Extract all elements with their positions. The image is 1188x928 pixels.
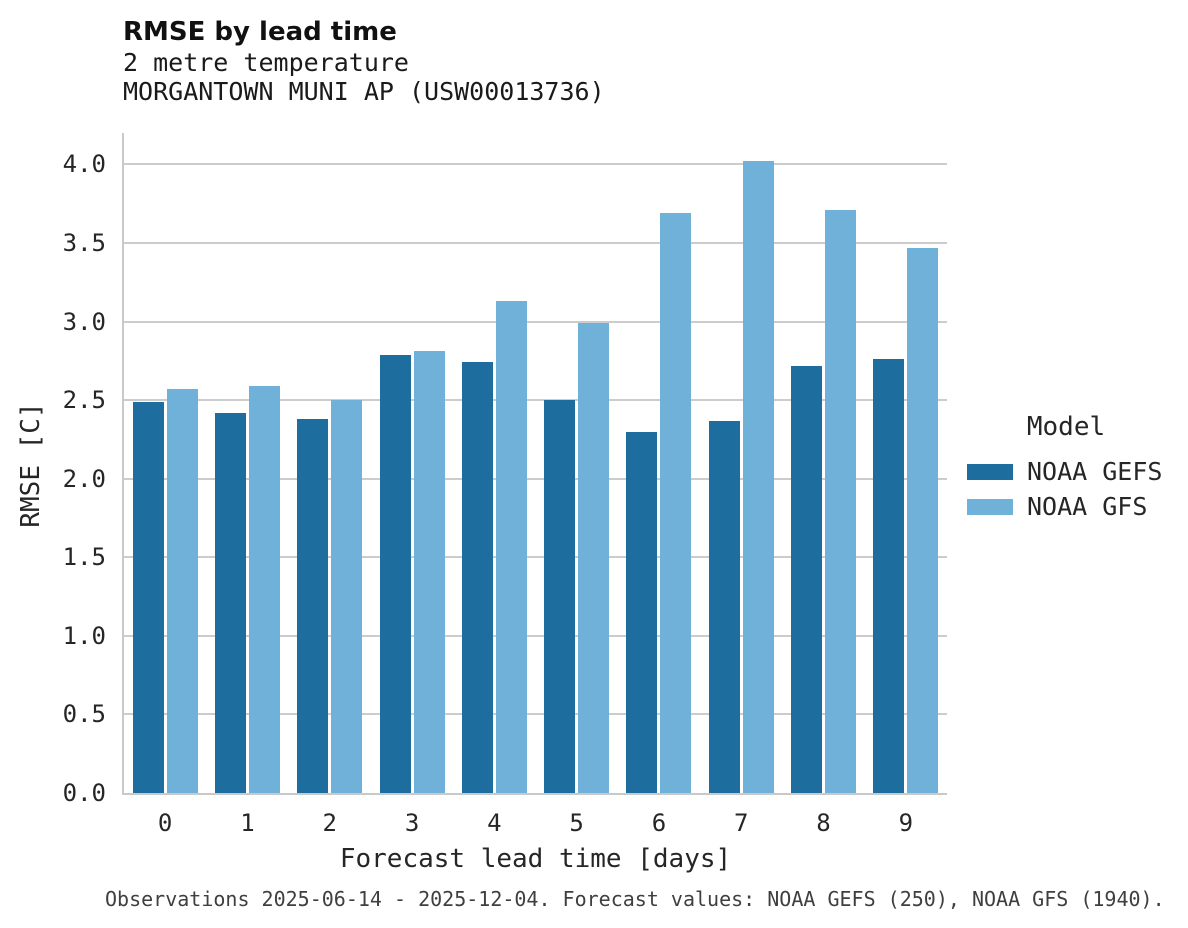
x-tick-label-8: 8 [816,809,831,837]
bar-noaa-gfs-day-2 [331,400,363,793]
bar-noaa-gefs-day-0 [132,401,164,793]
bar-group-day-0 [124,133,206,793]
y-tick-label-2.5: 2.5 [62,386,106,415]
gridline-y-2.0 [124,477,947,480]
gridline-y-4.0 [124,163,947,166]
bar-noaa-gefs-day-8 [791,365,823,793]
y-tick-label-1.0: 1.0 [62,621,106,650]
gridline-y-3.5 [124,242,947,244]
gridline-y-1.5 [124,556,947,559]
y-tick-label-2.0: 2.0 [62,464,106,493]
legend: Model NOAA GEFS NOAA GFS [960,412,1172,524]
x-tick-label-9: 9 [898,809,914,837]
legend-title: Model [1026,412,1106,442]
x-tick-label-5: 5 [569,809,584,837]
y-tick-label-0.0: 0.0 [62,779,106,807]
bar-group-day-7 [700,133,782,793]
bar-noaa-gefs-day-6 [626,431,658,793]
gridline-y-2.5 [124,399,947,402]
bar-group-day-8 [782,133,864,793]
bar-noaa-gefs-day-3 [379,354,411,793]
bar-noaa-gefs-day-2 [297,419,329,793]
chart-subtitle-variable: 2 metre temperature [123,48,409,77]
y-tick-label-4.0: 4.0 [62,150,106,179]
bar-noaa-gfs-day-5 [578,323,610,793]
x-tick-label-3: 3 [404,809,420,837]
gridline-y-3.0 [124,320,947,323]
x-tick-label-0: 0 [157,809,173,837]
gridline-y-1.0 [124,634,947,637]
x-tick-label-2: 2 [322,809,337,837]
bar-group-day-9 [865,133,947,793]
bar-noaa-gfs-day-8 [825,210,857,793]
bar-noaa-gefs-day-5 [544,400,576,793]
bar-group-day-3 [371,133,453,793]
bar-noaa-gfs-day-4 [495,301,527,793]
bar-noaa-gfs-day-1 [248,386,280,793]
legend-label-noaa-gfs: NOAA GFS [1027,492,1148,521]
bar-noaa-gfs-day-9 [907,247,939,793]
x-axis-spine [122,793,947,795]
bar-noaa-gefs-day-9 [873,359,905,793]
footer-caption: Observations 2025-06-14 - 2025-12-04. Fo… [105,887,1165,911]
x-tick-label-6: 6 [651,809,667,837]
bar-noaa-gfs-day-3 [413,351,445,793]
legend-item-noaa-gfs: NOAA GFS [960,489,1172,524]
bar-group-day-4 [453,133,535,793]
bar-noaa-gefs-day-4 [461,362,493,793]
bar-noaa-gefs-day-1 [214,412,246,793]
bar-noaa-gfs-day-7 [742,161,774,793]
x-axis-label: Forecast lead time [days] [339,844,732,874]
bar-noaa-gfs-day-6 [660,213,692,793]
bar-group-day-5 [535,133,617,793]
title-block: RMSE by lead time 2 metre temperature MO… [123,16,605,106]
y-tick-label-0.5: 0.5 [62,700,106,729]
x-tick-labels: 0 1 2 3 4 5 6 7 8 9 [124,808,947,838]
bar-noaa-gfs-day-0 [166,389,198,793]
x-tick-label-1: 1 [240,809,255,837]
legend-item-noaa-gefs: NOAA GEFS [960,454,1172,489]
gridline-y-0.5 [124,713,947,716]
y-tick-label-3.0: 3.0 [62,307,106,336]
bar-noaa-gefs-day-7 [708,420,740,793]
x-tick-label-7: 7 [734,809,749,837]
y-axis-spine [122,133,124,795]
bars-container [124,133,947,793]
bar-group-day-1 [206,133,288,793]
legend-swatch-noaa-gfs [967,498,1013,515]
legend-label-noaa-gefs: NOAA GEFS [1027,457,1163,486]
chart-subtitle-station: MORGANTOWN MUNI AP (USW00013736) [123,77,605,106]
y-tick-label-3.5: 3.5 [62,229,106,257]
plot-area [124,133,947,793]
legend-swatch-noaa-gefs [967,463,1013,480]
y-tick-labels: 0.0 0.5 1.0 1.5 2.0 2.5 3.0 3.5 4.0 [36,133,106,807]
bar-group-day-6 [618,133,700,793]
y-tick-label-1.5: 1.5 [62,543,106,572]
chart-title: RMSE by lead time [123,17,397,47]
x-tick-label-4: 4 [487,809,502,837]
bar-group-day-2 [289,133,371,793]
